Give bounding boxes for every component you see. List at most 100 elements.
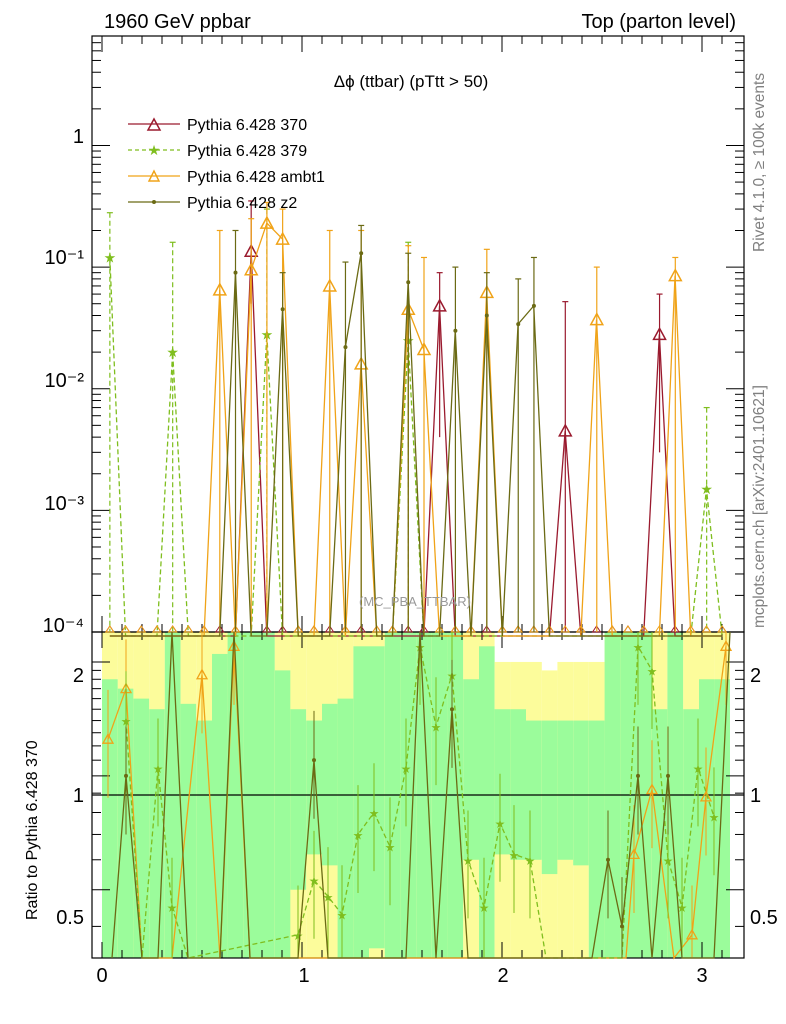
inner-band-bin <box>494 709 511 855</box>
x-tick-label: 2 <box>497 965 508 987</box>
y-tick-label: 10⁻³ <box>45 493 85 515</box>
legend-entry-z2: Pythia 6.428 z2 <box>128 195 297 212</box>
header-right: Top (parton level) <box>581 11 736 33</box>
data-point: ★ <box>104 249 117 265</box>
ratio-point: ★ <box>463 854 474 868</box>
floor-marker <box>654 625 665 633</box>
series-line <box>109 253 723 637</box>
data-point <box>243 262 259 276</box>
legend: Pythia 6.428 370 ★ Pythia 6.428 379 Pyth… <box>128 117 325 212</box>
floor-marker <box>717 625 728 633</box>
ratio-point: ★ <box>337 909 348 923</box>
floor-marker <box>152 625 162 633</box>
ratio-tick-label: 0.5 <box>56 907 84 929</box>
inner-band-bin <box>714 679 730 958</box>
inner-band-bin <box>463 679 479 860</box>
inner-band-bin <box>588 720 605 958</box>
inner-band-bin <box>541 720 558 875</box>
ratio-point: ★ <box>709 811 720 825</box>
series-line <box>109 221 723 637</box>
data-point <box>652 326 667 341</box>
x-tick-label: 3 <box>696 965 707 987</box>
ratio-point <box>124 773 128 778</box>
data-point <box>416 341 432 356</box>
floor-marker <box>199 625 209 633</box>
data-point <box>212 282 228 296</box>
ratio-point: ★ <box>647 664 658 678</box>
y-tick-label: 10⁻² <box>45 370 85 392</box>
ratio-y-tick-labels: 0.5 1 2 0.5 1 2 <box>56 665 778 929</box>
inner-band-bin <box>353 646 369 958</box>
ratio-point <box>312 758 316 763</box>
ratio-point: ★ <box>415 640 426 654</box>
ratio-point: ★ <box>525 854 536 868</box>
ratio-tick-label: 2 <box>73 665 84 687</box>
ratio-point <box>685 928 699 940</box>
inner-band-bin <box>683 709 699 958</box>
ratio-point: ★ <box>353 828 364 842</box>
ratio-point: ★ <box>431 721 442 735</box>
data-point <box>531 303 536 308</box>
data-point <box>275 231 290 245</box>
star-marker-icon: ★ <box>148 142 161 158</box>
ratio-point: ★ <box>401 762 412 776</box>
data-point <box>484 313 489 318</box>
ratio-series-layer: ★★★★★★★★★★★★★★★★★★ ★★★★★★★ <box>101 631 733 960</box>
data-point <box>406 280 411 285</box>
y-tick-label: 10⁻¹ <box>45 247 85 269</box>
ratio-point: ★ <box>495 817 506 831</box>
ratio-point: ★ <box>693 762 704 776</box>
ratio-point: ★ <box>293 929 304 943</box>
ratio-point <box>666 773 670 778</box>
ratio-point: ★ <box>369 807 380 821</box>
ratio-point: ★ <box>309 874 320 888</box>
data-point <box>558 423 573 437</box>
floor-marker <box>638 625 649 633</box>
upper-series-layer: ★★★ ★★ <box>104 200 728 637</box>
floor-marker <box>623 625 633 633</box>
data-point <box>233 270 238 275</box>
inner-band-bin <box>699 679 715 958</box>
ratio-point: ★ <box>323 890 334 904</box>
ratio-tick-label-right: 0.5 <box>750 907 778 929</box>
inner-band-bin <box>510 709 526 860</box>
inner-band-bin <box>369 646 385 949</box>
inner-band-bin <box>102 679 118 958</box>
legend-entry-370: Pythia 6.428 370 <box>128 117 307 134</box>
floor-marker <box>575 625 586 633</box>
legend-label: Pythia 6.428 ambt1 <box>187 169 325 186</box>
rivet-label: Rivet 4.1.0, ≥ 100k events <box>751 73 768 252</box>
header-left: 1960 GeV ppbar <box>104 11 251 33</box>
ratio-point: ★ <box>167 901 178 915</box>
ratio-point <box>620 924 624 929</box>
triangle-marker-icon <box>147 169 161 182</box>
data-point: ★ <box>700 481 713 497</box>
inner-band-bin <box>651 709 668 958</box>
inner-band-bin <box>557 720 574 860</box>
ratio-point <box>606 857 610 862</box>
ratio-point <box>627 848 641 860</box>
inner-band-bin <box>196 720 212 958</box>
ratio-point: ★ <box>385 841 396 855</box>
legend-entry-379: ★ Pythia 6.428 379 <box>128 142 307 160</box>
inner-band-bin <box>274 670 291 958</box>
plot-title: Δϕ (ttbar) (pTtt > 50) <box>334 72 489 91</box>
ratio-point <box>195 668 209 680</box>
inner-band-bin <box>212 653 228 958</box>
inner-band-bin <box>526 720 542 860</box>
data-point <box>359 251 364 256</box>
floor-marker <box>104 625 115 633</box>
floor-marker <box>560 625 571 633</box>
ratio-point: ★ <box>479 901 490 915</box>
legend-label: Pythia 6.428 379 <box>187 143 307 160</box>
y-tick-label: 1 <box>73 126 84 148</box>
floor-marker <box>685 625 696 633</box>
floor-marker <box>607 625 618 633</box>
legend-label: Pythia 6.428 370 <box>187 117 307 134</box>
inner-band-bin <box>180 703 197 958</box>
ratio-tick-label-right: 1 <box>750 785 761 807</box>
ratio-point <box>450 707 454 712</box>
inner-band-bin <box>479 646 495 958</box>
inner-band-bin <box>149 709 165 958</box>
ratio-point: ★ <box>121 715 132 729</box>
